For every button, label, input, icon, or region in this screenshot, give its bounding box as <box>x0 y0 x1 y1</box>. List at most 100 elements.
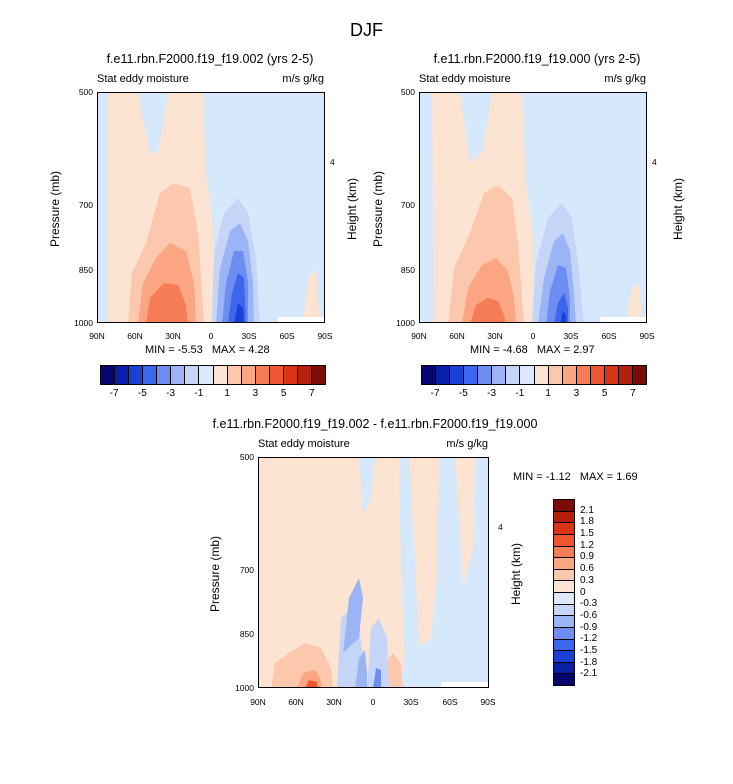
panel-3-xtick-30n: 30N <box>326 697 342 707</box>
panel-2-max-label: MAX = <box>536 344 571 356</box>
panel-3-y2label: Height (km) <box>509 543 523 606</box>
panel-3-xtick-30s: 30S <box>403 697 419 707</box>
panel-2-ytick-850: 850 <box>400 265 415 275</box>
panel-3-pos-region-3 <box>455 458 475 588</box>
panel-2-colorbar-label: -7 <box>430 388 440 399</box>
panel-3-neg-region-3 <box>343 578 363 653</box>
panel-3-colorbar-label: 1.5 <box>580 528 594 540</box>
panel-1-max-value: 4.28 <box>248 344 270 356</box>
panel-2-colorbar-swatch <box>604 366 619 384</box>
panel-2-ytick-1000: 1000 <box>396 318 415 328</box>
panel-2-colorbar-label: 7 <box>630 388 636 399</box>
panel-1-colorbar-label: 3 <box>252 388 259 399</box>
panel-3-colorbar-swatch <box>554 523 574 535</box>
panel-3-ytick-700: 700 <box>239 565 254 575</box>
panel-1-colorbar-swatch <box>297 366 312 384</box>
panel-1-plot-area <box>97 92 325 323</box>
panel-3-plot-area <box>258 457 489 688</box>
panel-3-colorbar-swatch <box>554 581 574 593</box>
panel-1-colorbar <box>100 365 326 385</box>
panel-1-colorbar-label: -1 <box>194 388 204 399</box>
panel-3-y2tick-4: 4 <box>498 522 503 532</box>
panel-3-colorbar-swatch <box>554 569 574 582</box>
panel-1-min-label: MIN = <box>145 344 175 356</box>
panel-2-colorbar <box>421 365 647 385</box>
panel-3-xtick-60s: 60S <box>442 697 458 707</box>
panel-2-missing-data <box>600 317 646 322</box>
panel-3-xtick-90n: 90N <box>250 697 266 707</box>
panel-2-colorbar-swatch <box>436 366 451 384</box>
panel-3-colorbar-label: -1.5 <box>580 644 598 656</box>
panel-2-colorbar-swatch <box>422 366 437 384</box>
panel-1-colorbar-swatch <box>129 366 144 384</box>
panel-3-colorbar-label: -0.6 <box>580 609 598 621</box>
panel-3-neg-region-2 <box>367 618 389 687</box>
panel-2-colorbar-swatch <box>534 366 549 384</box>
panel-1-xtick-30s: 30S <box>241 331 257 341</box>
panel-2-max-value: 2.97 <box>573 344 595 356</box>
panel-1-xtick-90n: 90N <box>89 331 105 341</box>
panel-3-right-subtitle: m/s g/kg <box>446 438 488 450</box>
panel-1-colorbar-label: -3 <box>166 388 176 399</box>
panel-2-xtick-0: 0 <box>530 331 536 341</box>
figure-title: DJF <box>350 20 383 40</box>
panel-3-ytick-850: 850 <box>239 629 254 639</box>
panel-3-colorbar-swatch <box>554 511 574 524</box>
panel-3-max-label: MAX = <box>579 471 614 483</box>
panel-2-colorbar-swatch <box>506 366 521 384</box>
panel-2-colorbar-label: 5 <box>601 388 608 399</box>
panel-1-colorbar-swatch <box>115 366 130 384</box>
panel-3-neg-region-4 <box>355 650 367 687</box>
panel-1-colorbar-label: 7 <box>309 388 315 399</box>
panel-1-colorbar-swatch <box>269 366 284 384</box>
panel-2-plot-area <box>419 92 647 323</box>
panel-1-colorbar-swatch <box>143 366 158 384</box>
panel-1-pos-region-4 <box>146 283 188 322</box>
panel-2-colorbar-swatch <box>590 366 605 384</box>
panel-3-colorbar-label: 0.3 <box>580 574 594 586</box>
panel-2-colorbar-label: -3 <box>487 388 497 399</box>
panel-1-neg-region-5 <box>234 303 244 322</box>
panel-2-colorbar-label: 3 <box>573 388 580 399</box>
panel-2-colorbar-swatch <box>520 366 535 384</box>
panel-3-colorbar-label: -2.1 <box>580 668 598 680</box>
panel-3-colorbar-swatch <box>554 639 574 652</box>
panel-3-colorbar-label: -1.8 <box>580 656 598 668</box>
panel-2-ytick-700: 700 <box>400 200 415 210</box>
panel-2-right-subtitle: m/s g/kg <box>604 73 646 85</box>
panel-2-xtick-90n: 90N <box>411 331 427 341</box>
panel-3-ylabel: Pressure (mb) <box>208 536 222 613</box>
panel-1-xtick-60n: 60N <box>127 331 143 341</box>
panel-1-colorbar-swatch <box>185 366 200 384</box>
panel-1-colorbar-label: -7 <box>109 388 119 399</box>
panel-3-colorbar-swatch <box>554 558 574 570</box>
panel-1-ytick-850: 850 <box>78 265 93 275</box>
panel-3-colorbar <box>553 499 575 686</box>
panel-2-colorbar-swatch <box>548 366 563 384</box>
panel-1-max-label: MAX = <box>211 344 246 356</box>
panel-2-colorbar-swatch <box>618 366 633 384</box>
panel-3-colorbar-swatch <box>554 500 574 512</box>
panel-1-colorbar-swatch <box>171 366 186 384</box>
panel-1-right-subtitle: m/s g/kg <box>282 73 324 85</box>
panel-2-colorbar-swatch <box>478 366 493 384</box>
panel-3-colorbar-label: 2.1 <box>580 504 594 516</box>
panel-1-colorbar-swatch <box>157 366 172 384</box>
panel-1-minmax: MIN = -5.53 MAX = 4.28 <box>145 344 270 356</box>
panel-1-colorbar-swatch <box>213 366 228 384</box>
panel-1-left-subtitle: Stat eddy moisture <box>97 73 189 85</box>
panel-2-colorbar-label: -5 <box>458 388 468 399</box>
panel-2-xtick-60s: 60S <box>601 331 617 341</box>
panel-3-colorbar-swatch <box>554 627 574 640</box>
panel-2-xtick-30s: 30S <box>563 331 579 341</box>
panel-1-pos-region-5 <box>303 268 320 322</box>
panel-3-colorbar-label: 0 <box>580 586 586 598</box>
panel-3-colorbar-swatch <box>554 604 574 617</box>
panel-1-ytick-700: 700 <box>78 200 93 210</box>
panel-3-min-value: -1.12 <box>545 471 571 483</box>
panel-2-pos-region-4 <box>470 298 506 322</box>
panel-2-y2label: Height (km) <box>671 178 685 241</box>
panel-3-left-subtitle: Stat eddy moisture <box>258 438 350 450</box>
panel-2-left-subtitle: Stat eddy moisture <box>419 73 511 85</box>
panel-3-pos-region-1 <box>259 458 405 687</box>
